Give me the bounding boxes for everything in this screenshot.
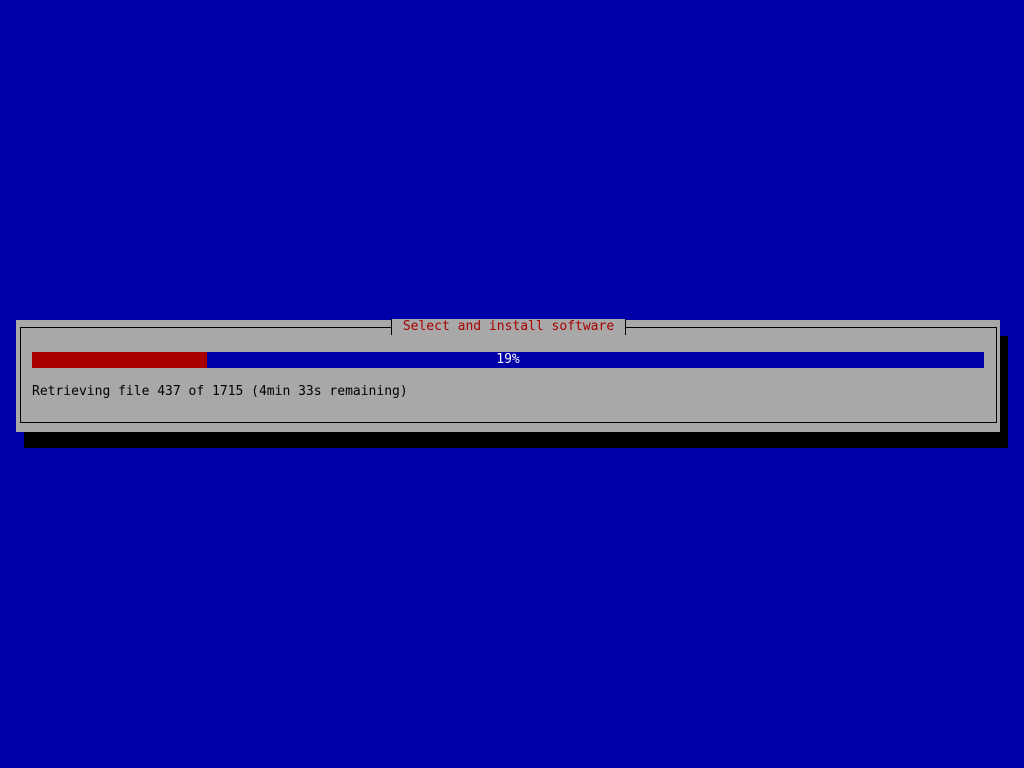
progress-bar: 19% xyxy=(32,352,984,368)
dialog-frame: Select and install software xyxy=(20,319,997,423)
dialog-title: Select and install software xyxy=(390,319,627,335)
progress-bar-fill xyxy=(32,352,208,368)
status-text: Retrieving file 437 of 1715 (4min 33s re… xyxy=(32,384,408,399)
progress-percent: 19% xyxy=(496,352,520,367)
dialog-shadow-right xyxy=(1000,336,1008,432)
progress-dialog: Select and install software 19% Retrievi… xyxy=(16,319,1000,432)
dialog-shadow-bottom xyxy=(24,432,1008,448)
